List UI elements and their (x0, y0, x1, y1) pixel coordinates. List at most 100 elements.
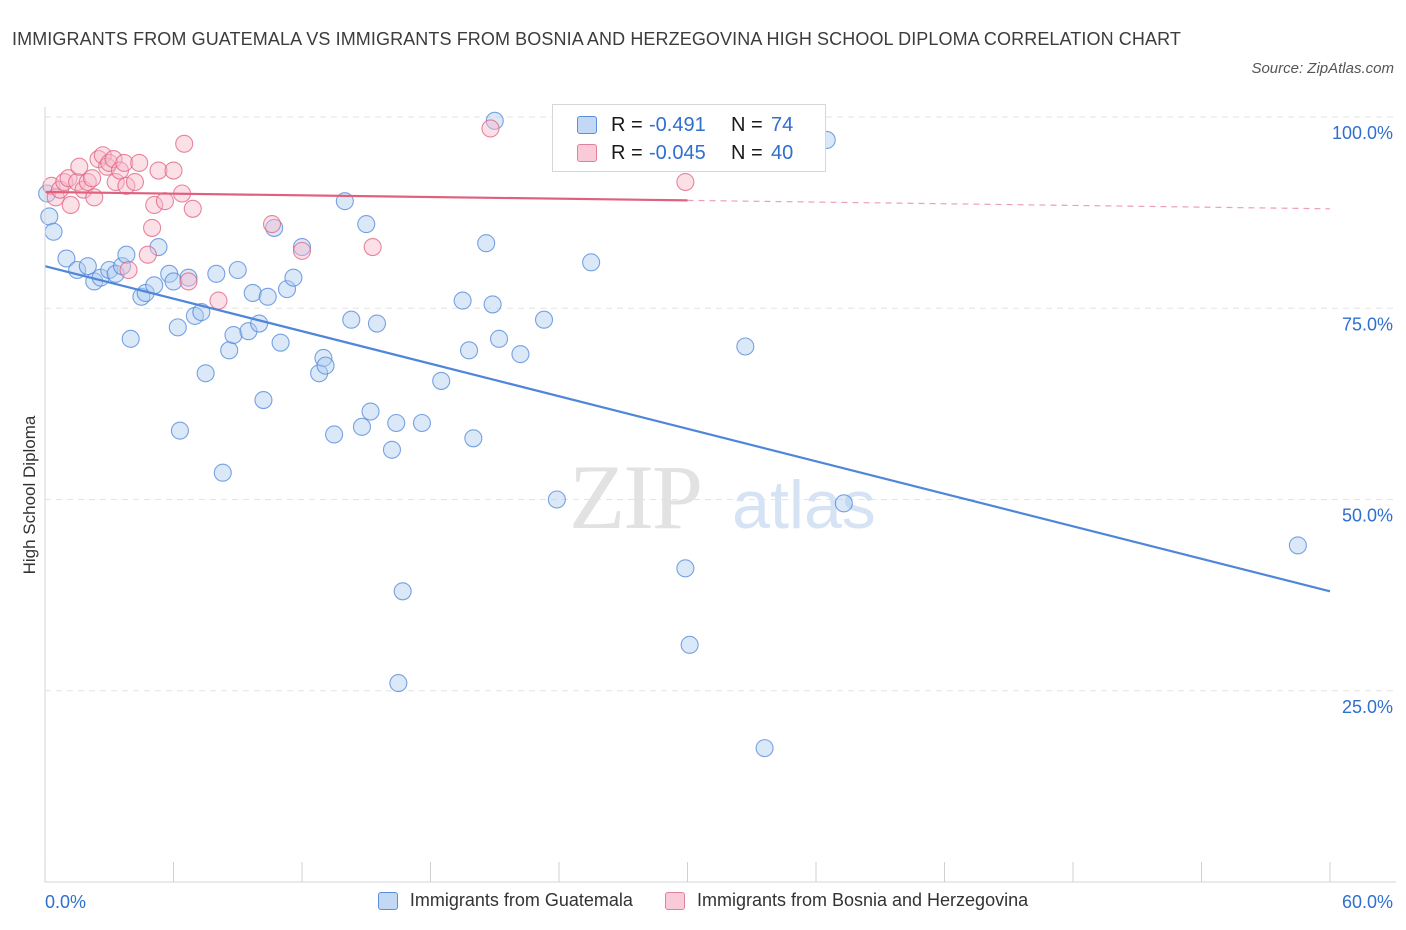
bosnia-point (481, 119, 500, 138)
guatemala-point (170, 421, 189, 440)
bosnia-point (104, 150, 123, 169)
bosnia-point (175, 134, 194, 153)
guatemala-point (464, 429, 483, 448)
guatemala-point (44, 222, 63, 241)
guatemala-point (459, 341, 479, 360)
chart-title: IMMIGRANTS FROM GUATEMALA VS IMMIGRANTS … (12, 29, 1181, 49)
bosnia-swatch (577, 144, 597, 162)
guatemala-point (483, 295, 502, 314)
guatemala-point (361, 402, 380, 421)
bosnia-point (143, 218, 162, 237)
bosnia-point (119, 260, 138, 280)
guatemala-point (220, 341, 239, 360)
guatemala-point (582, 253, 601, 272)
guatemala-point (168, 318, 187, 337)
bosnia-point (149, 161, 168, 180)
bosnia-trend-extension (687, 199, 1331, 210)
guatemala-point (179, 268, 198, 287)
legend-label-bosnia: Immigrants from Bosnia and Herzegovina (696, 890, 1029, 910)
guatemala-point (755, 739, 774, 758)
y-tick-label: 50.0% (1342, 506, 1393, 526)
guatemala-point (40, 207, 59, 226)
data-points (38, 111, 1307, 758)
guatemala-point (292, 238, 312, 257)
bosnia-legend-swatch (664, 891, 685, 910)
guatemala-point (78, 257, 97, 276)
guatemala-point (352, 417, 372, 436)
guatemala-point (389, 674, 408, 693)
guatemala-point (680, 635, 699, 654)
guatemala-point (228, 260, 247, 280)
guatemala-point (239, 322, 258, 341)
guatemala-point (511, 345, 530, 364)
bosnia-point (179, 272, 198, 291)
bosnia-point (164, 161, 183, 180)
bosnia-point (115, 153, 134, 172)
gridlines (45, 116, 1396, 692)
guatemala-point (224, 325, 243, 345)
bosnia-trend-line (44, 190, 688, 202)
legend-label-guatemala: Immigrants from Guatemala (409, 890, 633, 910)
r-value: -0.491 (649, 113, 706, 136)
guatemala-point (387, 413, 406, 433)
guatemala-legend-swatch (377, 891, 398, 910)
watermark-zip: ZIP (569, 446, 701, 548)
guatemala-point (258, 287, 277, 306)
y-tick-label: 75.0% (1342, 314, 1393, 334)
guatemala-point (284, 268, 303, 287)
r-label: R = (611, 141, 643, 164)
guatemala-point (149, 238, 168, 257)
guatemala-point (534, 310, 554, 329)
bosnia-point (262, 215, 282, 234)
bosnia-point (85, 188, 104, 207)
bosnia-point (145, 195, 164, 215)
n-value: 74 (771, 113, 794, 136)
n-label: N = (731, 113, 763, 136)
guatemala-point (277, 280, 297, 299)
bosnia-point (70, 157, 89, 176)
bosnia-point (676, 172, 695, 192)
guatemala-point (382, 440, 402, 459)
bosnia-point (209, 291, 228, 310)
bosnia-point (183, 199, 202, 218)
guatemala-point (412, 413, 431, 433)
legend-item-bosnia[interactable]: Immigrants from Bosnia and Herzegovina (664, 890, 1029, 911)
guatemala-point (117, 245, 136, 264)
guatemala-point (325, 425, 344, 444)
guatemala-point (316, 356, 335, 375)
guatemala-point (834, 494, 853, 513)
y-tick-label: 25.0% (1342, 697, 1393, 717)
bosnia-point (117, 176, 136, 195)
guatemala-point (207, 264, 226, 283)
axes (44, 107, 1396, 883)
n-value: 40 (771, 141, 794, 164)
bosnia-point (61, 195, 80, 215)
guatemala-point (477, 234, 496, 253)
bosnia-point (83, 169, 102, 188)
legend-item-guatemala[interactable]: Immigrants from Guatemala (377, 890, 633, 911)
guatemala-point (254, 390, 273, 410)
guatemala-swatch (577, 116, 597, 134)
guatemala-point (1288, 536, 1307, 555)
guatemala-point (314, 348, 333, 368)
guatemala-point (367, 314, 387, 333)
bosnia-point (363, 238, 382, 257)
trend-lines (44, 190, 1331, 593)
series-legend: Immigrants from Guatemala Immigrants fro… (0, 890, 1406, 911)
r-value: -0.045 (649, 141, 706, 164)
stats-legend: R = -0.491 N = 74 R = -0.045 N = 40 (552, 104, 826, 172)
bosnia-point (292, 241, 312, 260)
guatemala-point (213, 463, 232, 482)
bosnia-point (155, 192, 174, 211)
guatemala-point (243, 283, 262, 303)
chart-source: Source: ZipAtlas.com (1251, 60, 1394, 77)
guatemala-point (342, 310, 361, 329)
stats-legend-row-bosnia: R = -0.045 N = 40 (577, 141, 793, 165)
guatemala-point (736, 337, 755, 356)
bosnia-point (125, 172, 144, 192)
bosnia-point (93, 146, 112, 165)
guatemala-point (547, 490, 566, 509)
watermark-atlas: atlas (732, 467, 876, 543)
tick-labels: 100.0% 75.0% 50.0% 25.0% 0.0% 60.0% (45, 123, 1393, 912)
